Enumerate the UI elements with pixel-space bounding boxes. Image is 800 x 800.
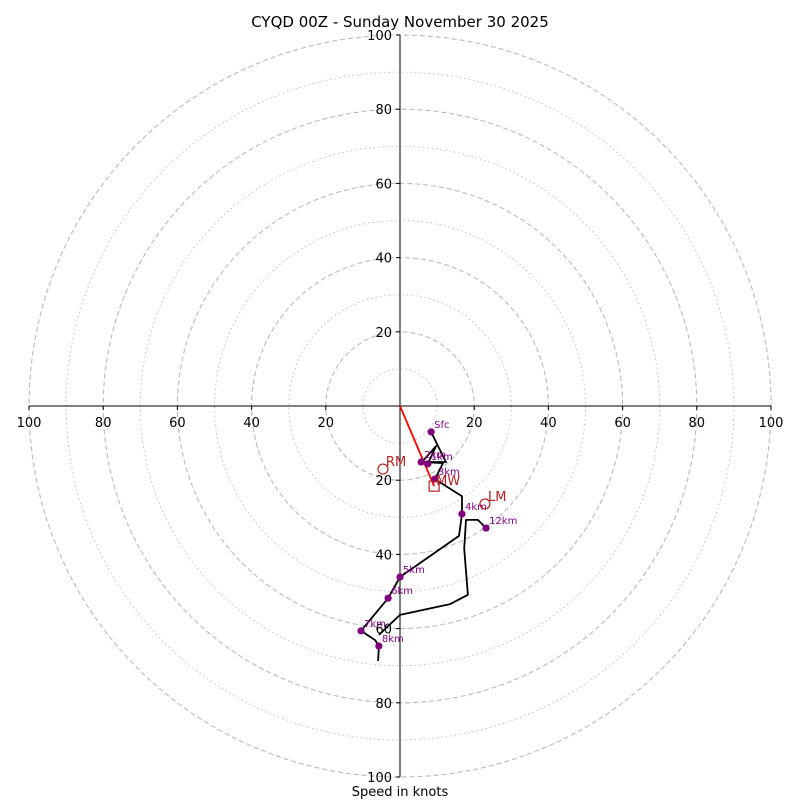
storm-label-LM: LM [488,490,506,505]
tick-label-left: 100 [17,416,42,431]
height-label-8km: 8km [382,634,404,645]
storm-label-RM: RM [386,455,406,470]
tick-label-top: 40 [375,252,392,267]
height-point-5km [396,573,404,581]
height-point-Sfc [427,428,435,436]
height-point-6km [384,594,392,602]
height-label-Sfc: Sfc [434,420,449,431]
height-label-4km: 4km [465,502,487,513]
height-label-3km: 3km [438,467,460,478]
height-point-7km [357,627,365,635]
height-point-2km [417,458,425,466]
tick-label-right: 40 [540,416,557,431]
chart-title: CYQD 00Z - Sunday November 30 2025 [251,13,549,31]
height-label-1km: 1km [431,452,453,463]
height-point-12km [482,524,490,532]
tick-label-bottom: 100 [367,771,392,786]
tick-label-bottom: 20 [375,474,392,489]
tick-label-top: 100 [367,29,392,44]
height-label-2km: 2km [424,450,446,461]
tick-label-left: 20 [318,416,335,431]
tick-label-left: 60 [169,416,186,431]
tick-label-top: 60 [375,177,392,192]
height-point-1km [424,460,432,468]
height-label-12km: 12km [489,516,517,527]
height-label-7km: 7km [364,619,386,630]
tick-label-left: 40 [243,416,260,431]
tick-labels: 100 80 60 40 20 20 40 60 80 100204060801002040608… [17,29,784,786]
tick-label-top: 80 [375,103,392,118]
tick-label-right: 80 [689,416,706,431]
storm-motion-markers: RM LM MW [377,455,506,510]
mean-wind-vector-layer [399,405,435,487]
hodograph-line-upper [378,519,487,636]
storm-marker-MW [428,480,440,492]
tick-label-top: 20 [375,326,392,341]
tick-label-right: 100 [759,416,784,431]
height-point-8km [375,642,383,650]
tick-label-right: 60 [614,416,631,431]
height-label-6km: 6km [391,586,413,597]
storm-marker-RM [377,463,389,475]
storm-label-MW: MW [436,474,460,489]
tick-label-right: 20 [466,416,483,431]
x-axis-label: Speed in knots [352,785,449,800]
height-point-4km [458,510,466,518]
mean-wind-arrow [399,405,435,487]
height-label-5km: 5km [403,565,425,576]
storm-marker-LM [479,498,491,510]
tick-label-bottom: 40 [375,548,392,563]
tick-label-left: 80 [95,416,112,431]
tick-label-bottom: 80 [375,697,392,712]
